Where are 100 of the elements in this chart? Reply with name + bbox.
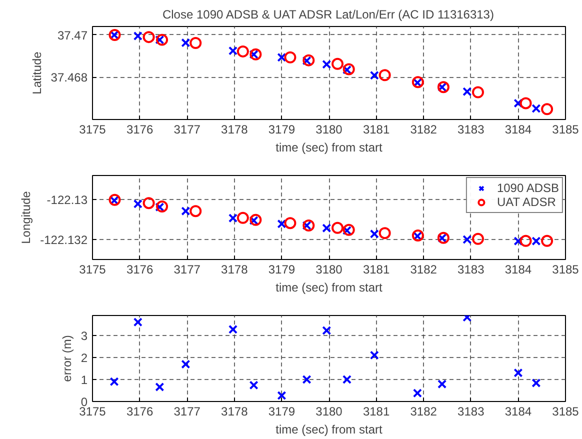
point xyxy=(277,391,286,400)
x-tick-label: 3176 xyxy=(126,262,154,276)
x-tick-label: 3185 xyxy=(552,404,580,418)
x-axis-title: time (sec) from start xyxy=(276,140,384,154)
y-tick-label: -122.13 xyxy=(46,193,88,207)
point xyxy=(378,227,391,240)
point xyxy=(142,197,155,210)
point xyxy=(342,224,355,236)
point xyxy=(302,374,312,384)
point xyxy=(156,200,168,212)
point xyxy=(541,103,554,116)
x-tick-label: 3175 xyxy=(79,404,106,418)
point xyxy=(532,104,541,114)
x-axis-title: time (sec) from start xyxy=(276,280,384,294)
x-tick-label: 3176 xyxy=(126,122,154,136)
point xyxy=(236,212,249,224)
point xyxy=(472,232,484,245)
x-tick-label: 3184 xyxy=(504,262,532,276)
point xyxy=(110,377,119,386)
point xyxy=(190,36,202,49)
point xyxy=(532,236,541,246)
point xyxy=(514,368,523,378)
point xyxy=(541,234,554,247)
x-tick-label: 3182 xyxy=(410,404,438,418)
point xyxy=(228,324,238,334)
y-axis-title: Latitude xyxy=(30,51,44,94)
point xyxy=(181,38,190,48)
point xyxy=(133,31,142,41)
point xyxy=(520,97,532,110)
point xyxy=(284,217,296,230)
x-tick-label: 3178 xyxy=(221,122,248,136)
x-tick-label: 3183 xyxy=(458,262,485,276)
x-tick-label: 3179 xyxy=(268,262,296,276)
point xyxy=(249,380,258,390)
point xyxy=(250,48,262,60)
point xyxy=(370,229,379,238)
point xyxy=(438,234,447,243)
x-tick-label: 3178 xyxy=(221,262,248,276)
y-tick-label: 37.47 xyxy=(57,28,88,42)
x-tick-label: 3177 xyxy=(174,262,201,276)
y-tick-label: -122.132 xyxy=(40,233,88,247)
point xyxy=(332,222,344,234)
point xyxy=(462,234,472,244)
point xyxy=(249,216,258,226)
x-tick-label: 3184 xyxy=(504,404,532,418)
x-tick-label: 3181 xyxy=(362,262,390,276)
x-tick-label: 3181 xyxy=(362,404,390,418)
point xyxy=(277,52,286,62)
point xyxy=(302,56,312,66)
point xyxy=(142,31,155,44)
point xyxy=(378,69,391,82)
point xyxy=(302,220,315,232)
y-tick-label: 37.468 xyxy=(50,70,88,85)
point xyxy=(322,224,332,233)
point xyxy=(412,388,422,398)
x-tick-label: 3182 xyxy=(410,122,438,136)
point xyxy=(228,214,238,223)
y-axis-title: Longitude xyxy=(19,190,34,244)
point xyxy=(155,202,164,212)
y-tick-label: 1 xyxy=(80,372,88,387)
point xyxy=(181,360,190,369)
x-tick-label: 3177 xyxy=(174,404,201,418)
point xyxy=(322,326,332,336)
legend-label: 1090 ADSB xyxy=(496,181,559,195)
x-tick-label: 3183 xyxy=(458,122,485,136)
x-tick-label: 3180 xyxy=(316,404,343,418)
point xyxy=(472,86,484,98)
x-axis-title: time (sec) from start xyxy=(276,422,384,436)
point xyxy=(332,58,344,70)
point xyxy=(190,205,202,218)
point xyxy=(250,214,262,226)
point xyxy=(342,374,352,384)
point xyxy=(277,219,286,228)
point xyxy=(370,70,379,80)
point xyxy=(302,54,315,66)
x-tick-label: 3180 xyxy=(316,122,343,136)
point xyxy=(236,45,249,58)
x-tick-label: 3184 xyxy=(504,122,532,136)
point xyxy=(532,378,541,388)
point xyxy=(156,34,168,46)
x-tick-label: 3179 xyxy=(268,404,296,418)
point xyxy=(155,35,164,44)
point xyxy=(462,87,472,96)
point xyxy=(437,232,450,244)
point xyxy=(249,50,258,59)
x-tick-label: 3185 xyxy=(552,122,580,136)
chart-title: Close 1090 ADSB & UAT ADSR Lat/Lon/Err (AC ID 11316313) xyxy=(162,8,494,22)
y-tick-label: 3 xyxy=(80,328,88,343)
point xyxy=(133,199,142,208)
point xyxy=(228,46,238,56)
y-axis-title: error (m) xyxy=(60,335,74,382)
point xyxy=(438,82,447,92)
x-tick-label: 3179 xyxy=(268,122,296,136)
point xyxy=(155,382,164,392)
point xyxy=(322,60,332,69)
x-tick-label: 3177 xyxy=(174,122,201,136)
point xyxy=(438,380,447,389)
point xyxy=(133,318,142,327)
point xyxy=(342,65,352,74)
point xyxy=(284,51,296,64)
